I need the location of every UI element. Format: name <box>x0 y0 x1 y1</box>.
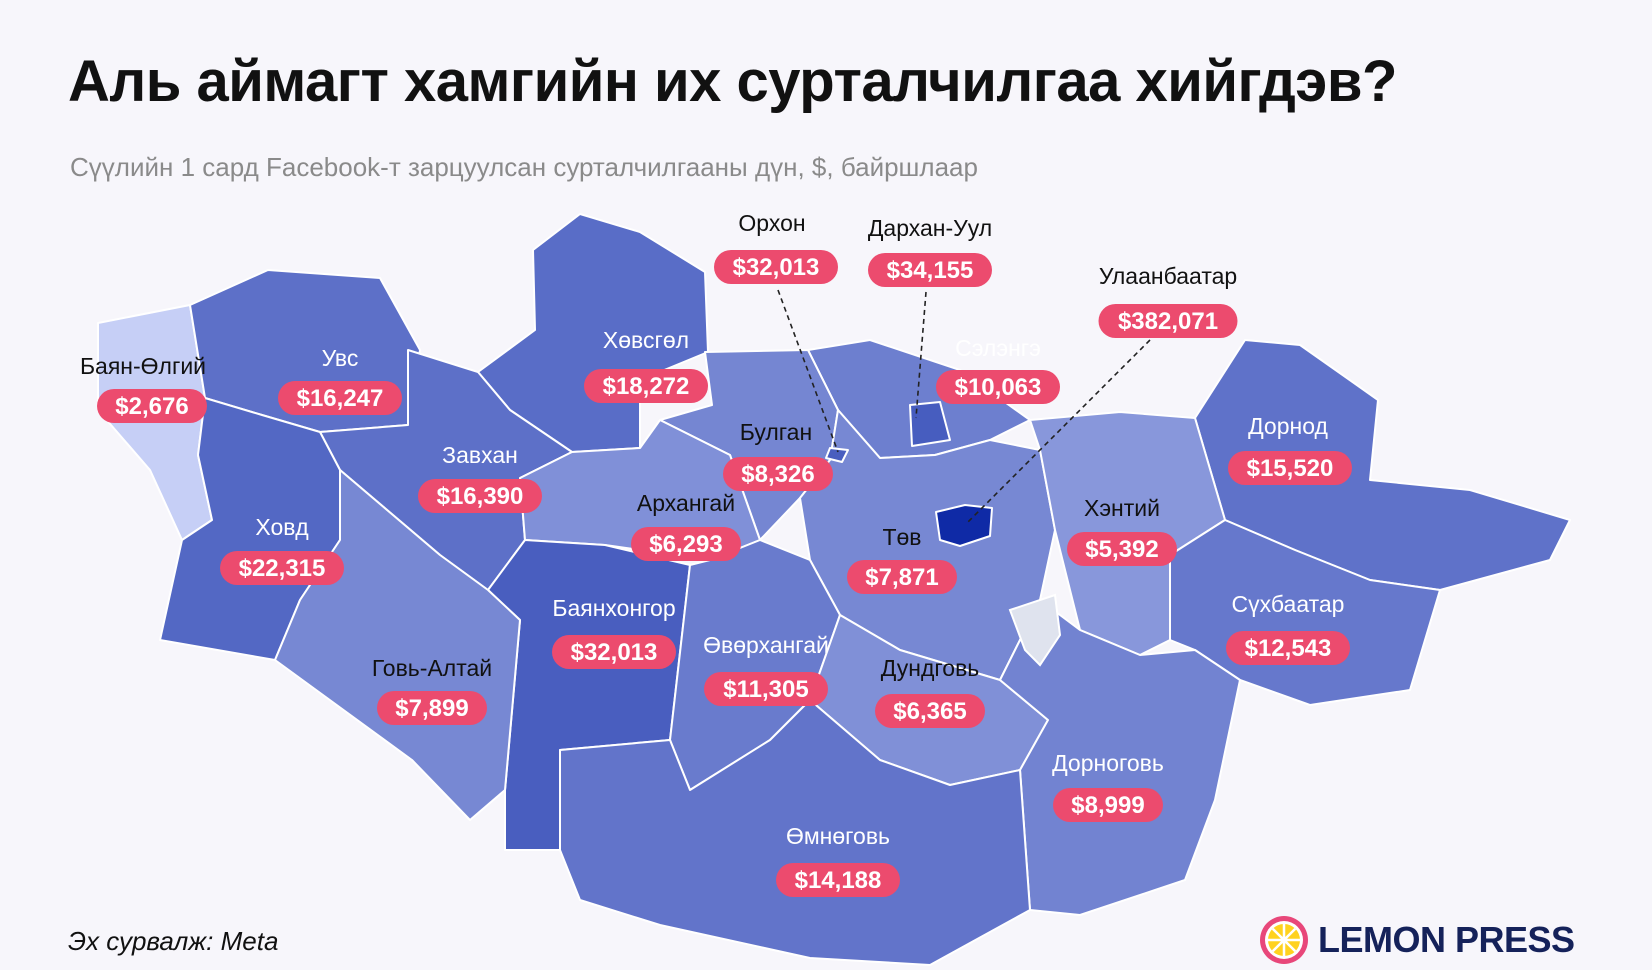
value-pill-arkhangai <box>631 527 741 561</box>
value-pill-omnogovi <box>776 863 900 897</box>
province-name-ovorkhangai: Өвөрхангай <box>703 632 829 658</box>
province-value-khentii: $5,392 <box>1085 536 1158 563</box>
province-name-darkhan-uul: Дархан-Уул <box>868 215 992 241</box>
province-value-ulaanbaatar: $382,071 <box>1118 308 1218 335</box>
value-pill-uvs <box>278 381 402 415</box>
province-shapes <box>97 213 1571 966</box>
province-name-khovsgol: Хөвсгөл <box>603 327 689 353</box>
source-note: Эх сурвалж: Meta <box>68 926 279 956</box>
province-name-omnogovi: Өмнөговь <box>786 823 890 849</box>
value-pill-govi-altai <box>377 691 487 725</box>
province-value-darkhan-uul: $34,155 <box>887 257 974 284</box>
province-name-tov: Төв <box>882 524 921 550</box>
value-pill-dornod <box>1228 451 1352 485</box>
province-value-zavkhan: $16,390 <box>437 483 524 510</box>
page-title: Аль аймагт хамгийн их сурталчилгаа хийгд… <box>68 49 1397 114</box>
province-name-dornogovi: Дорноговь <box>1052 750 1164 776</box>
province-value-khovd: $22,315 <box>239 555 326 582</box>
lemon-press-logo: LEMON PRESS <box>1258 914 1575 966</box>
province-name-selenge: Сэлэнгэ <box>955 335 1041 361</box>
value-pill-zavkhan <box>418 479 542 513</box>
province-value-arkhangai: $6,293 <box>649 531 722 558</box>
province-shape-bulgan <box>659 349 839 541</box>
province-name-dornod: Дорнод <box>1248 413 1328 439</box>
lemon-icon <box>1260 916 1308 964</box>
province-value-sukhbaatar: $12,543 <box>1245 635 1332 662</box>
value-pill-dundgovi <box>875 694 985 728</box>
province-value-ovorkhangai: $11,305 <box>723 676 808 703</box>
province-name-bayankhongor: Баянхонгор <box>552 595 675 621</box>
value-pill-khovsgol <box>584 369 708 403</box>
province-name-zavkhan: Завхан <box>442 442 518 468</box>
value-pill-bayan-olgii <box>97 389 207 423</box>
leader-line-darkhan-uul <box>915 291 927 419</box>
province-labels: Баян-Өлгий $2,676 Увс $16,247 Хөвсгөл $18,272… <box>80 210 1352 897</box>
value-pill-bayankhongor <box>552 635 676 669</box>
leader-line-orkhon <box>777 289 839 453</box>
province-name-ulaanbaatar: Улаанбаатар <box>1099 263 1237 289</box>
page-subtitle: Сүүлийн 1 сард Facebook-т зарцуулсан сур… <box>70 152 978 182</box>
value-pill-ulaanbaatar <box>1098 304 1238 338</box>
province-name-bayan-olgii: Баян-Өлгий <box>80 353 206 379</box>
province-name-sukhbaatar: Сүхбаатар <box>1232 591 1345 617</box>
leader-lines <box>777 289 1151 523</box>
province-value-uvs: $16,247 <box>297 385 384 412</box>
value-pill-ovorkhangai <box>704 672 828 706</box>
province-value-dornod: $15,520 <box>1247 455 1334 482</box>
province-value-bulgan: $8,326 <box>741 461 814 488</box>
province-name-uvs: Увс <box>322 345 359 371</box>
value-pill-khovd <box>220 551 344 585</box>
province-value-selenge: $10,063 <box>955 374 1042 401</box>
value-pill-orkhon <box>714 250 838 284</box>
province-name-arkhangai: Архангай <box>637 490 735 516</box>
value-pill-khentii <box>1067 532 1177 566</box>
value-pill-bulgan <box>723 457 833 491</box>
province-name-khentii: Хэнтий <box>1084 495 1160 521</box>
value-pill-tov <box>847 560 957 594</box>
logo-text: LEMON PRESS <box>1318 919 1575 960</box>
province-shape-omnogovi <box>559 699 1031 966</box>
province-shape-darkhan-uul <box>909 401 951 447</box>
province-shape-khovsgol <box>477 213 709 453</box>
province-name-bulgan: Булган <box>740 419 812 445</box>
value-pill-darkhan-uul <box>868 253 992 287</box>
province-name-orkhon: Орхон <box>738 210 805 236</box>
value-pill-dornogovi <box>1053 788 1163 822</box>
province-value-tov: $7,871 <box>865 564 938 591</box>
province-name-govi-altai: Говь-Алтай <box>372 655 492 681</box>
province-value-govi-altai: $7,899 <box>395 695 468 722</box>
unlabelled-area <box>1008 593 1062 667</box>
province-value-khovsgol: $18,272 <box>603 373 690 400</box>
province-value-orkhon: $32,013 <box>733 254 820 281</box>
province-name-dundgovi: Дундговь <box>881 655 980 681</box>
province-value-bayan-olgii: $2,676 <box>115 393 188 420</box>
leader-line-ulaanbaatar <box>967 339 1151 523</box>
province-name-khovd: Ховд <box>255 514 309 540</box>
province-shape-ulaanbaatar <box>935 504 993 547</box>
province-shape-orkhon <box>825 447 849 463</box>
value-pill-sukhbaatar <box>1226 631 1350 665</box>
province-value-dornogovi: $8,999 <box>1071 792 1144 819</box>
province-value-dundgovi: $6,365 <box>893 698 966 725</box>
value-pill-selenge <box>936 370 1060 404</box>
province-value-omnogovi: $14,188 <box>795 867 882 894</box>
province-value-bayankhongor: $32,013 <box>571 639 658 666</box>
